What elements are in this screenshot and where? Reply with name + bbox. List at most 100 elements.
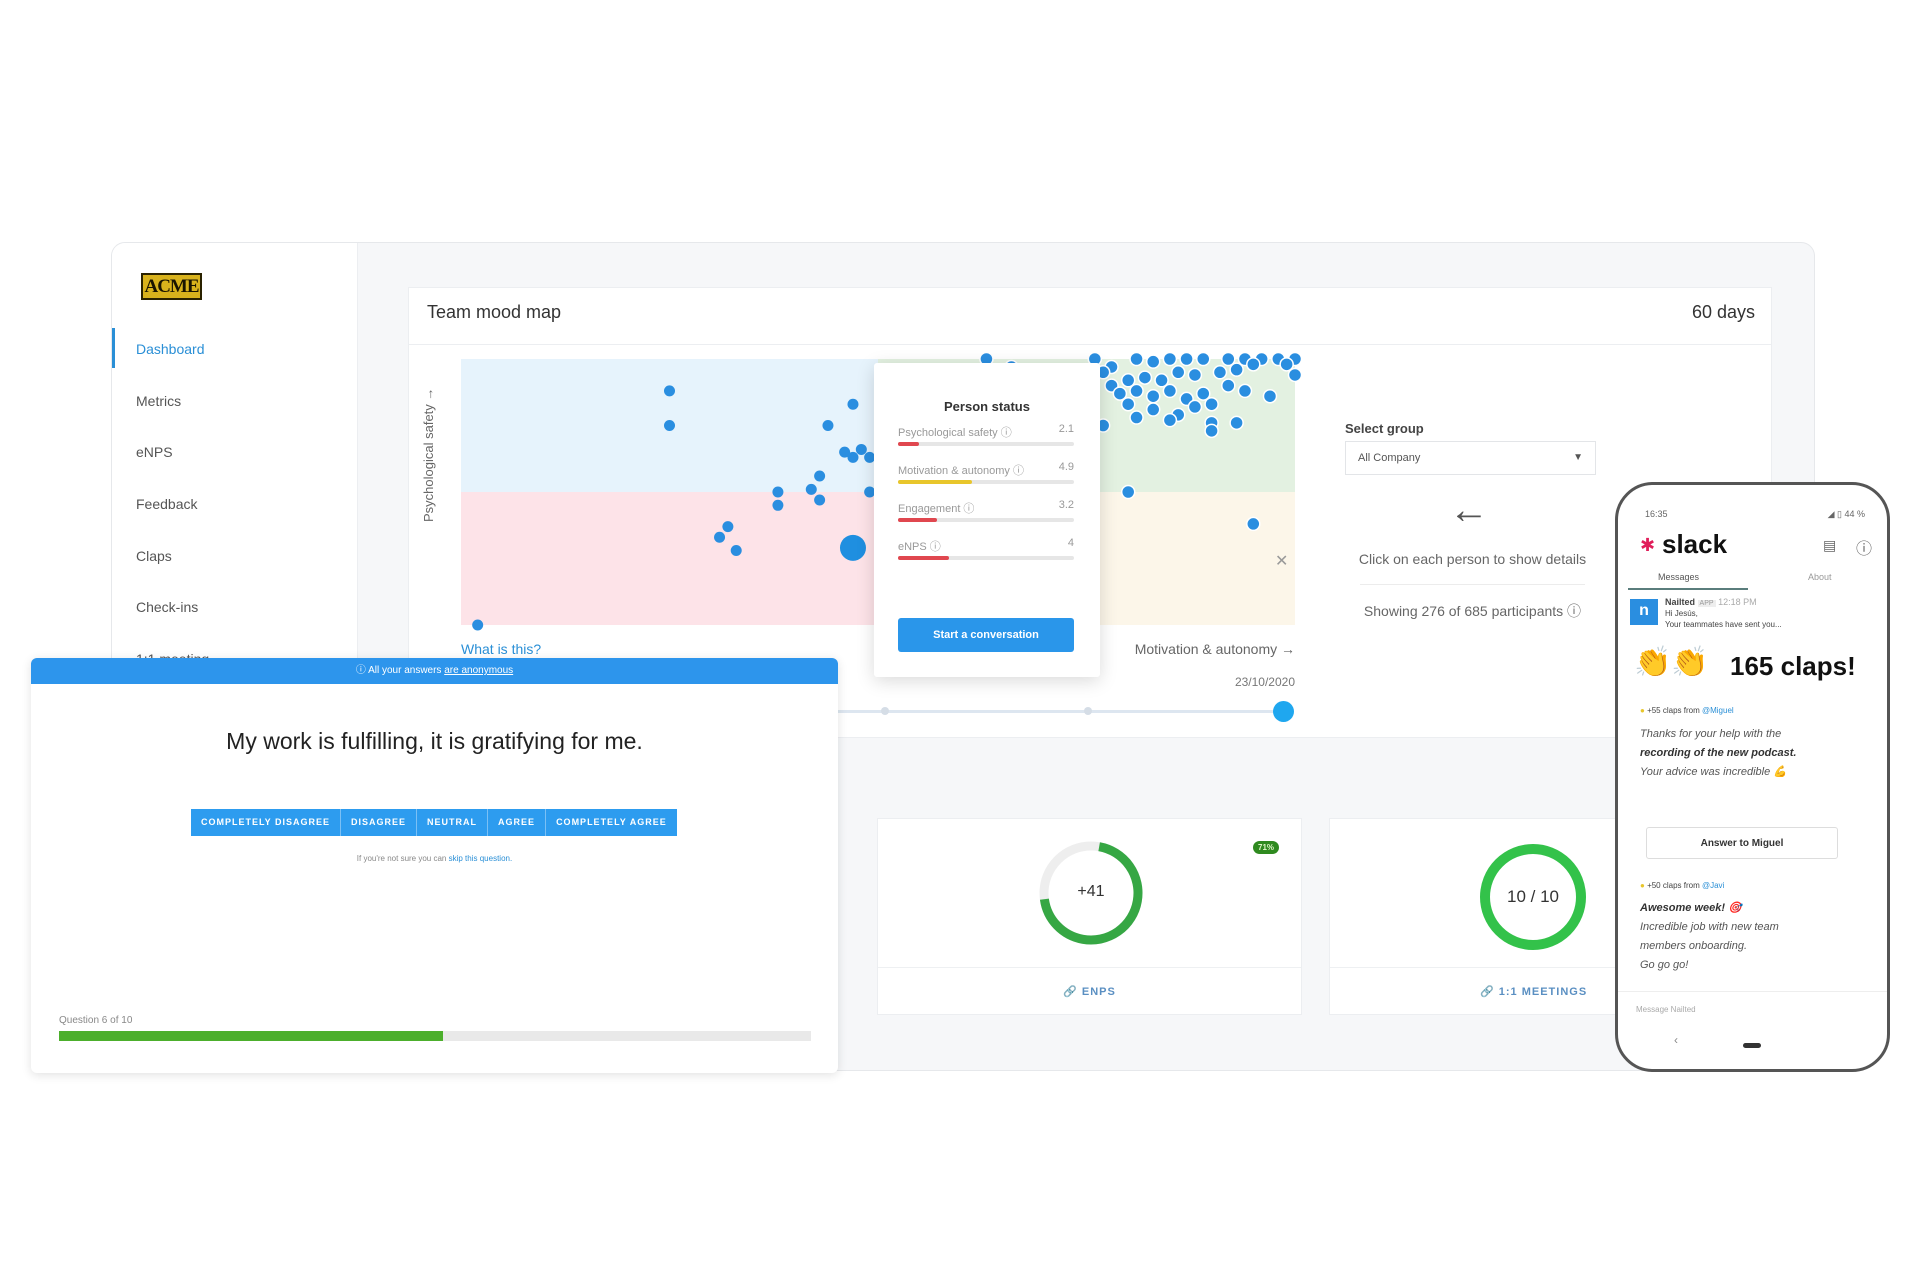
person-dot[interactable] <box>1221 378 1236 393</box>
person-dot[interactable] <box>772 486 784 498</box>
sidebar-item-dashboard[interactable]: Dashboard <box>136 341 205 357</box>
person-dot[interactable] <box>1246 516 1261 532</box>
person-dot[interactable] <box>1145 388 1161 404</box>
timeline-slider-thumb[interactable] <box>1273 701 1294 722</box>
person-dot[interactable] <box>864 451 876 463</box>
message-input[interactable]: Message Nailted <box>1636 1005 1696 1014</box>
slack-wordmark: slack <box>1662 529 1728 559</box>
person-dot[interactable] <box>822 420 834 431</box>
divider <box>1360 584 1585 585</box>
sidebar-item-metrics[interactable]: Metrics <box>136 393 182 409</box>
person-dot[interactable] <box>1279 357 1294 372</box>
person-dot[interactable] <box>855 443 867 455</box>
skip-link[interactable]: skip this question. <box>448 854 513 863</box>
person-dot[interactable] <box>1120 396 1136 412</box>
person-dot[interactable] <box>1154 373 1169 388</box>
person-status-title: Person status <box>944 399 1030 414</box>
person-dot[interactable] <box>1229 362 1244 377</box>
person-dot[interactable] <box>1196 351 1211 367</box>
person-dot[interactable] <box>1129 383 1144 399</box>
person-dot[interactable] <box>730 545 742 557</box>
message-header: Nailted APP 12:18 PM <box>1665 597 1757 607</box>
meetings-link[interactable]: 🔗 1:1 MEETINGS <box>1480 985 1587 998</box>
period-label[interactable]: 60 days <box>1691 302 1755 322</box>
person-dot[interactable] <box>805 483 817 495</box>
sidebar-item-claps[interactable]: Claps <box>136 548 172 564</box>
person-dot[interactable] <box>1262 388 1278 404</box>
timeline-slider-track[interactable] <box>461 710 1284 713</box>
person-dot[interactable] <box>1187 399 1203 415</box>
person-dot[interactable] <box>1204 423 1219 439</box>
person-dot[interactable] <box>1196 386 1211 401</box>
person-dot[interactable] <box>1229 415 1244 431</box>
divider <box>1618 991 1887 992</box>
person-dot[interactable] <box>1179 351 1194 367</box>
person-status-popup: Person status Psychological safety ⓘ 2.1 M… <box>874 363 1100 677</box>
option-completely-agree[interactable]: COMPLETELY AGREE <box>546 809 677 836</box>
meetings-gauge <box>1480 844 1586 950</box>
person-dot[interactable] <box>664 385 675 397</box>
what-is-this-link[interactable]: What is this? <box>461 641 542 657</box>
person-dot[interactable] <box>814 470 826 482</box>
person-dot[interactable] <box>1246 357 1261 372</box>
person-dot[interactable] <box>1145 402 1161 417</box>
option-completely-disagree[interactable]: COMPLETELY DISAGREE <box>191 809 342 836</box>
person-dot[interactable] <box>1129 351 1144 367</box>
group-select[interactable]: All Company ▼ <box>1345 441 1596 475</box>
person-dot[interactable] <box>839 446 851 458</box>
person-dot[interactable] <box>1170 365 1186 380</box>
metric-label: eNPS ⓘ <box>898 541 941 553</box>
option-disagree[interactable]: DISAGREE <box>341 809 418 836</box>
person-dot[interactable] <box>772 499 784 511</box>
person-dot[interactable] <box>664 420 675 431</box>
mention[interactable]: @Miguel <box>1701 706 1734 715</box>
person-dot[interactable] <box>1145 354 1161 369</box>
person-dot[interactable] <box>814 494 826 506</box>
anonymous-link[interactable]: are anonymous <box>444 665 514 676</box>
person-dot[interactable] <box>1162 351 1178 367</box>
skip-hint: If you're not sure you can skip this que… <box>31 854 838 863</box>
message-line: Incredible job with new team <box>1640 921 1779 933</box>
tab-about[interactable]: About <box>1808 572 1832 582</box>
close-icon[interactable]: ✕ <box>1275 553 1289 570</box>
person-dot[interactable] <box>1287 367 1303 383</box>
channel-icon[interactable]: ▤ <box>1823 537 1837 553</box>
person-dot[interactable] <box>722 521 734 533</box>
person-dot[interactable] <box>472 619 484 631</box>
option-agree[interactable]: AGREE <box>488 809 547 836</box>
mention[interactable]: @Javi <box>1701 881 1725 890</box>
group-select-value: All Company <box>1358 452 1421 464</box>
skip-text: If you're not sure you can <box>356 854 449 863</box>
sidebar-item-feedback[interactable]: Feedback <box>136 496 198 512</box>
person-dot[interactable] <box>1237 383 1253 399</box>
person-dot[interactable] <box>1120 484 1136 500</box>
person-dot[interactable] <box>847 451 859 463</box>
person-dot[interactable] <box>1204 396 1219 412</box>
person-dot[interactable] <box>1137 370 1153 385</box>
nailted-avatar: n <box>1630 599 1658 625</box>
home-indicator[interactable] <box>1743 1043 1761 1048</box>
enps-link[interactable]: 🔗 ENPS <box>878 985 1301 998</box>
person-dot[interactable] <box>1129 410 1144 425</box>
tab-messages[interactable]: Messages <box>1658 572 1700 582</box>
person-dot[interactable] <box>714 531 726 543</box>
sidebar-item-enps[interactable]: eNPS <box>136 444 173 460</box>
slider-tick <box>1084 707 1092 715</box>
person-dot[interactable] <box>1162 383 1178 399</box>
sidebar-item-check-ins[interactable]: Check-ins <box>136 599 199 615</box>
info-icon[interactable]: ⓘ <box>1856 541 1873 558</box>
person-dot[interactable] <box>1120 373 1136 388</box>
person-dot[interactable] <box>1212 365 1228 380</box>
selected-person-dot[interactable] <box>839 534 866 561</box>
option-neutral[interactable]: NEUTRAL <box>417 809 489 836</box>
back-icon[interactable]: ‹ <box>1674 1033 1678 1047</box>
person-dot[interactable] <box>847 398 859 410</box>
person-dot[interactable] <box>1187 367 1203 383</box>
person-dot[interactable] <box>864 486 876 498</box>
person-dot[interactable] <box>1112 386 1128 401</box>
person-dot[interactable] <box>1162 412 1178 428</box>
person-dot[interactable] <box>1221 351 1236 367</box>
start-conversation-button[interactable]: Start a conversation <box>898 618 1074 652</box>
answer-to-miguel-button[interactable]: Answer to Miguel <box>1646 827 1838 859</box>
arrow-left-icon: ← <box>1449 488 1489 532</box>
